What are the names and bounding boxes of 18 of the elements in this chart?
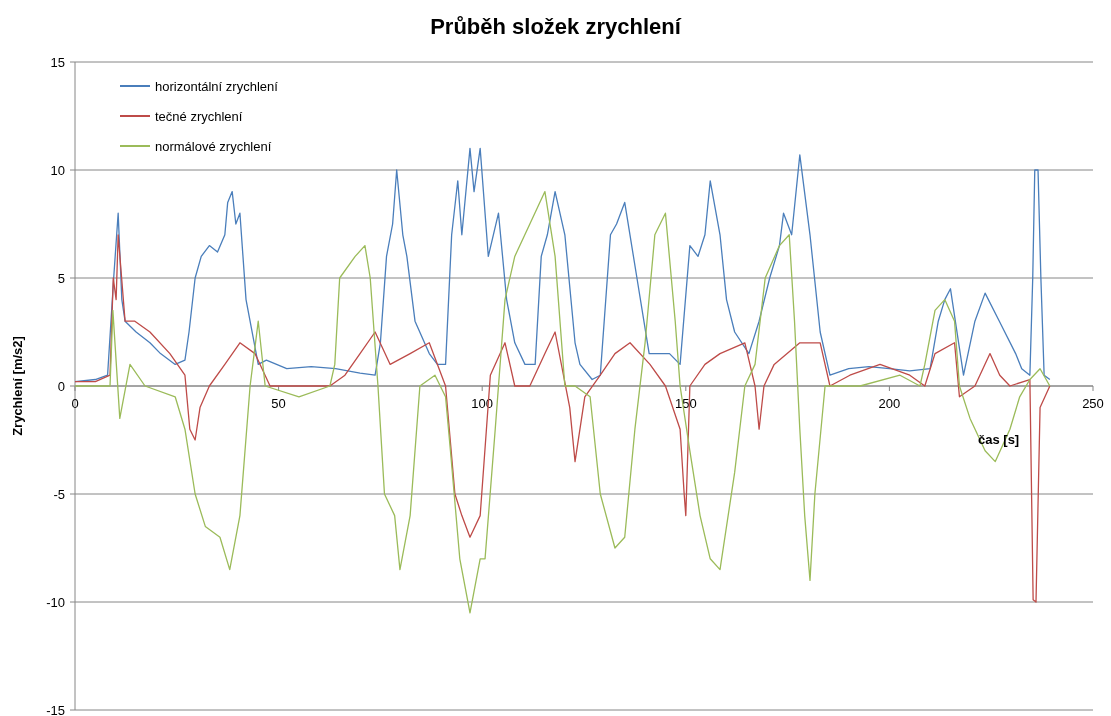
x-axis-title: čas [s] — [978, 432, 1020, 447]
y-tick-label: -10 — [46, 594, 65, 610]
legend-label: horizontální zrychlení — [155, 78, 279, 94]
x-tick-label: 200 — [878, 396, 901, 411]
y-tick-label: 10 — [50, 162, 65, 178]
y-axis-title: Zrychlení [m/s2] — [10, 336, 25, 436]
legend-label: tečné zrychlení — [155, 108, 243, 124]
y-tick-label: 0 — [57, 378, 65, 394]
chart-title: Průběh složek zrychlení — [430, 14, 682, 39]
x-tick-label: 250 — [1082, 396, 1104, 411]
legend-label: normálové zrychlení — [155, 138, 272, 154]
y-tick-label: 15 — [50, 54, 65, 70]
x-tick-label: 100 — [471, 396, 494, 411]
y-tick-label: 5 — [57, 270, 65, 286]
y-tick-label: -15 — [46, 702, 65, 716]
x-tick-label: 0 — [71, 396, 79, 411]
y-tick-label: -5 — [53, 486, 65, 502]
x-tick-label: 50 — [271, 396, 286, 411]
